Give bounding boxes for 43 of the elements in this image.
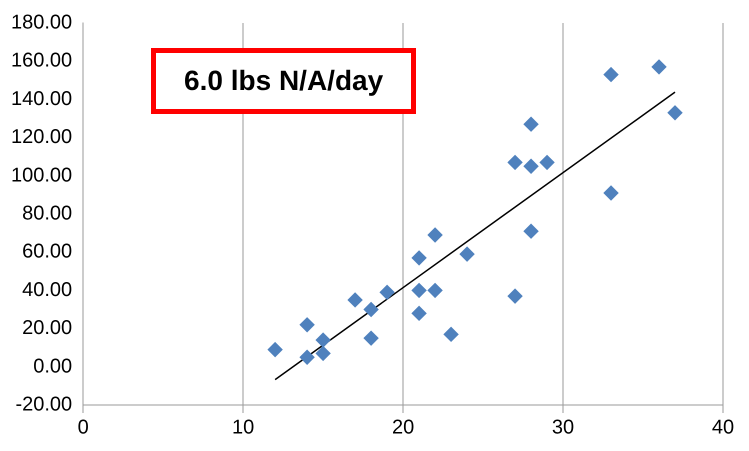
point [524, 224, 539, 239]
y-tick-label: 20.00 [22, 317, 72, 340]
y-tick-label: 120.00 [11, 126, 72, 148]
x-tick-label: 10 [232, 416, 254, 439]
point [524, 116, 539, 132]
point [604, 185, 619, 200]
point [348, 292, 363, 308]
y-tick-label: 100.00 [11, 164, 72, 186]
y-tick-label: 0.00 [33, 355, 72, 378]
point [300, 317, 315, 332]
point [412, 250, 427, 266]
point [668, 105, 683, 120]
point [508, 154, 523, 170]
y-tick-label: 160.00 [11, 50, 72, 72]
point [428, 228, 443, 243]
y-tick-label: 140.00 [11, 88, 72, 110]
x-tick-label: 20 [392, 416, 414, 439]
point [604, 67, 619, 82]
point [412, 282, 427, 298]
point [508, 288, 523, 304]
point [524, 158, 539, 174]
point [364, 302, 379, 317]
point [412, 306, 427, 321]
point [460, 246, 475, 262]
annotation: 6.0 lbs N/A/day [151, 48, 416, 114]
point [364, 330, 379, 346]
point [428, 282, 443, 298]
point [444, 326, 459, 342]
point [300, 350, 315, 365]
y-tick-label: 180.00 [11, 12, 72, 34]
point [652, 59, 667, 74]
x-tick-label: 0 [78, 416, 89, 439]
point [316, 332, 331, 348]
x-tick-label: 40 [712, 416, 734, 439]
point [540, 154, 555, 170]
y-tick-label: 40.00 [22, 278, 72, 301]
y-tick-label: -20.00 [15, 394, 72, 416]
point [316, 346, 331, 361]
y-tick-label: 60.00 [22, 240, 72, 263]
x-tick-label: 30 [552, 416, 574, 439]
point [380, 284, 395, 300]
y-tick-label: 80.00 [22, 202, 72, 225]
point [268, 342, 283, 358]
